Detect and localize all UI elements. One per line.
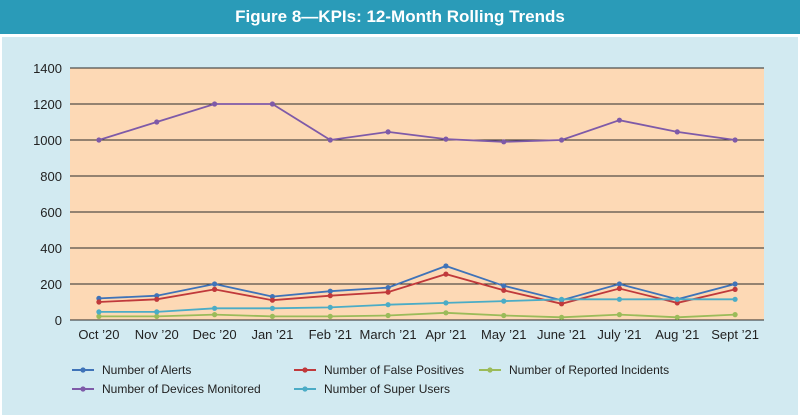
series-4-point-1 xyxy=(154,309,160,315)
series-0-point-7 xyxy=(501,283,507,289)
series-0-point-4 xyxy=(327,288,333,294)
series-2-point-9 xyxy=(616,312,623,318)
series-4-point-2 xyxy=(211,305,218,311)
y-tick-label-400: 400 xyxy=(40,241,62,256)
series-0-point-3 xyxy=(269,294,276,300)
x-tick-label-3: Jan ’21 xyxy=(251,327,293,342)
y-tick-label-0: 0 xyxy=(55,313,62,328)
legend-label-4: Number of Super Users xyxy=(324,382,450,396)
series-2-point-10 xyxy=(674,314,680,320)
series-3-point-1 xyxy=(154,119,160,125)
x-tick-label-8: June ’21 xyxy=(537,327,586,342)
y-tick-label-600: 600 xyxy=(40,205,62,220)
series-2-point-5 xyxy=(385,312,391,319)
series-4-point-4 xyxy=(327,304,333,310)
y-tick-label-800: 800 xyxy=(40,169,62,184)
series-3-point-4 xyxy=(327,137,333,143)
x-tick-label-6: Apr ’21 xyxy=(425,327,466,342)
legend-label-0: Number of Alerts xyxy=(102,363,191,377)
series-3-point-3 xyxy=(269,101,276,107)
x-tick-label-10: Aug ’21 xyxy=(655,327,699,342)
series-1-point-7 xyxy=(501,287,507,293)
series-1-point-6 xyxy=(443,271,449,277)
legend-marker-1 xyxy=(302,367,308,373)
series-2-point-2 xyxy=(211,312,218,318)
x-tick-label-0: Oct ’20 xyxy=(78,327,119,342)
series-1-point-5 xyxy=(385,289,391,295)
series-3-point-0 xyxy=(96,137,102,143)
series-4-point-0 xyxy=(96,309,102,315)
series-line-3 xyxy=(98,103,736,143)
series-0-point-11 xyxy=(732,281,738,287)
series-2-point-4 xyxy=(327,313,333,319)
series-4-point-5 xyxy=(385,302,391,308)
x-tick-label-2: Dec ’20 xyxy=(193,327,237,342)
series-1-point-10 xyxy=(674,300,680,306)
legend-marker-4 xyxy=(302,386,308,392)
series-3-point-9 xyxy=(616,117,623,123)
x-tick-label-11: Sept ’21 xyxy=(711,327,759,342)
legend-label-1: Number of False Positives xyxy=(324,363,464,377)
series-3-point-7 xyxy=(501,139,507,145)
x-tick-label-9: July ’21 xyxy=(597,327,641,342)
series-4-point-6 xyxy=(443,300,449,306)
series-4-point-9 xyxy=(616,296,623,302)
series-4-point-10 xyxy=(674,296,680,302)
series-1-point-3 xyxy=(269,297,276,303)
series-line-0 xyxy=(98,265,736,302)
x-tick-label-5: March ’21 xyxy=(360,327,417,342)
series-4-point-7 xyxy=(501,298,507,304)
x-tick-label-7: May ’21 xyxy=(481,327,527,342)
y-tick-label-1400: 1400 xyxy=(33,61,62,76)
series-1-point-2 xyxy=(211,286,218,292)
series-0-point-5 xyxy=(385,285,391,291)
legend-marker-2 xyxy=(487,367,493,373)
y-tick-label-1200: 1200 xyxy=(33,97,62,112)
series-1-point-9 xyxy=(616,285,623,292)
series-4-point-11 xyxy=(732,296,738,302)
series-3-point-2 xyxy=(211,101,218,107)
series-0-point-1 xyxy=(154,293,160,299)
x-tick-label-4: Feb ’21 xyxy=(309,327,352,342)
series-line-4 xyxy=(98,298,736,313)
series-line-1 xyxy=(98,273,736,305)
series-1-point-11 xyxy=(732,286,738,292)
chart-title: Figure 8—KPIs: 12-Month Rolling Trends xyxy=(0,0,800,34)
chart-svg: 0 200 400 600 800 1000 1200 1400 Oct ’20 Nov ’20 D… xyxy=(33,61,764,396)
y-tick-label-200: 200 xyxy=(40,277,62,292)
series-2-point-1 xyxy=(154,313,160,319)
series-0-point-0 xyxy=(96,295,102,301)
series-2-point-0 xyxy=(96,313,102,319)
series-2-point-11 xyxy=(732,312,738,318)
legend-marker-0 xyxy=(80,367,86,373)
series-2-point-8 xyxy=(558,314,565,320)
series-3-point-10 xyxy=(674,129,680,135)
series-0-point-9 xyxy=(616,281,623,287)
series-2-point-6 xyxy=(443,310,449,316)
series-2-point-7 xyxy=(501,312,507,319)
series-1-point-8 xyxy=(558,301,565,307)
chart-panel: 0 200 400 600 800 1000 1200 1400 Oct ’20 Nov ’20 D… xyxy=(2,37,798,415)
series-4-point-8 xyxy=(558,296,565,302)
legend-label-3: Number of Devices Monitored xyxy=(102,382,261,396)
plot-area xyxy=(70,68,764,320)
series-3-point-5 xyxy=(385,129,391,135)
series-1-point-0 xyxy=(96,299,102,305)
x-tick-label-1: Nov ’20 xyxy=(135,327,179,342)
series-3-point-8 xyxy=(558,137,565,143)
series-4-point-3 xyxy=(269,305,276,311)
series-1-point-1 xyxy=(154,296,160,302)
series-line-2 xyxy=(98,311,736,319)
series-3-point-6 xyxy=(443,136,449,142)
series-2-point-3 xyxy=(269,313,276,319)
series-1-point-4 xyxy=(327,293,333,299)
legend-marker-3 xyxy=(80,386,86,392)
series-0-point-6 xyxy=(443,263,449,269)
series-0-point-2 xyxy=(211,281,218,287)
y-tick-label-1000: 1000 xyxy=(33,133,62,148)
legend-label-2: Number of Reported Incidents xyxy=(509,363,669,377)
series-3-point-11 xyxy=(732,137,738,143)
